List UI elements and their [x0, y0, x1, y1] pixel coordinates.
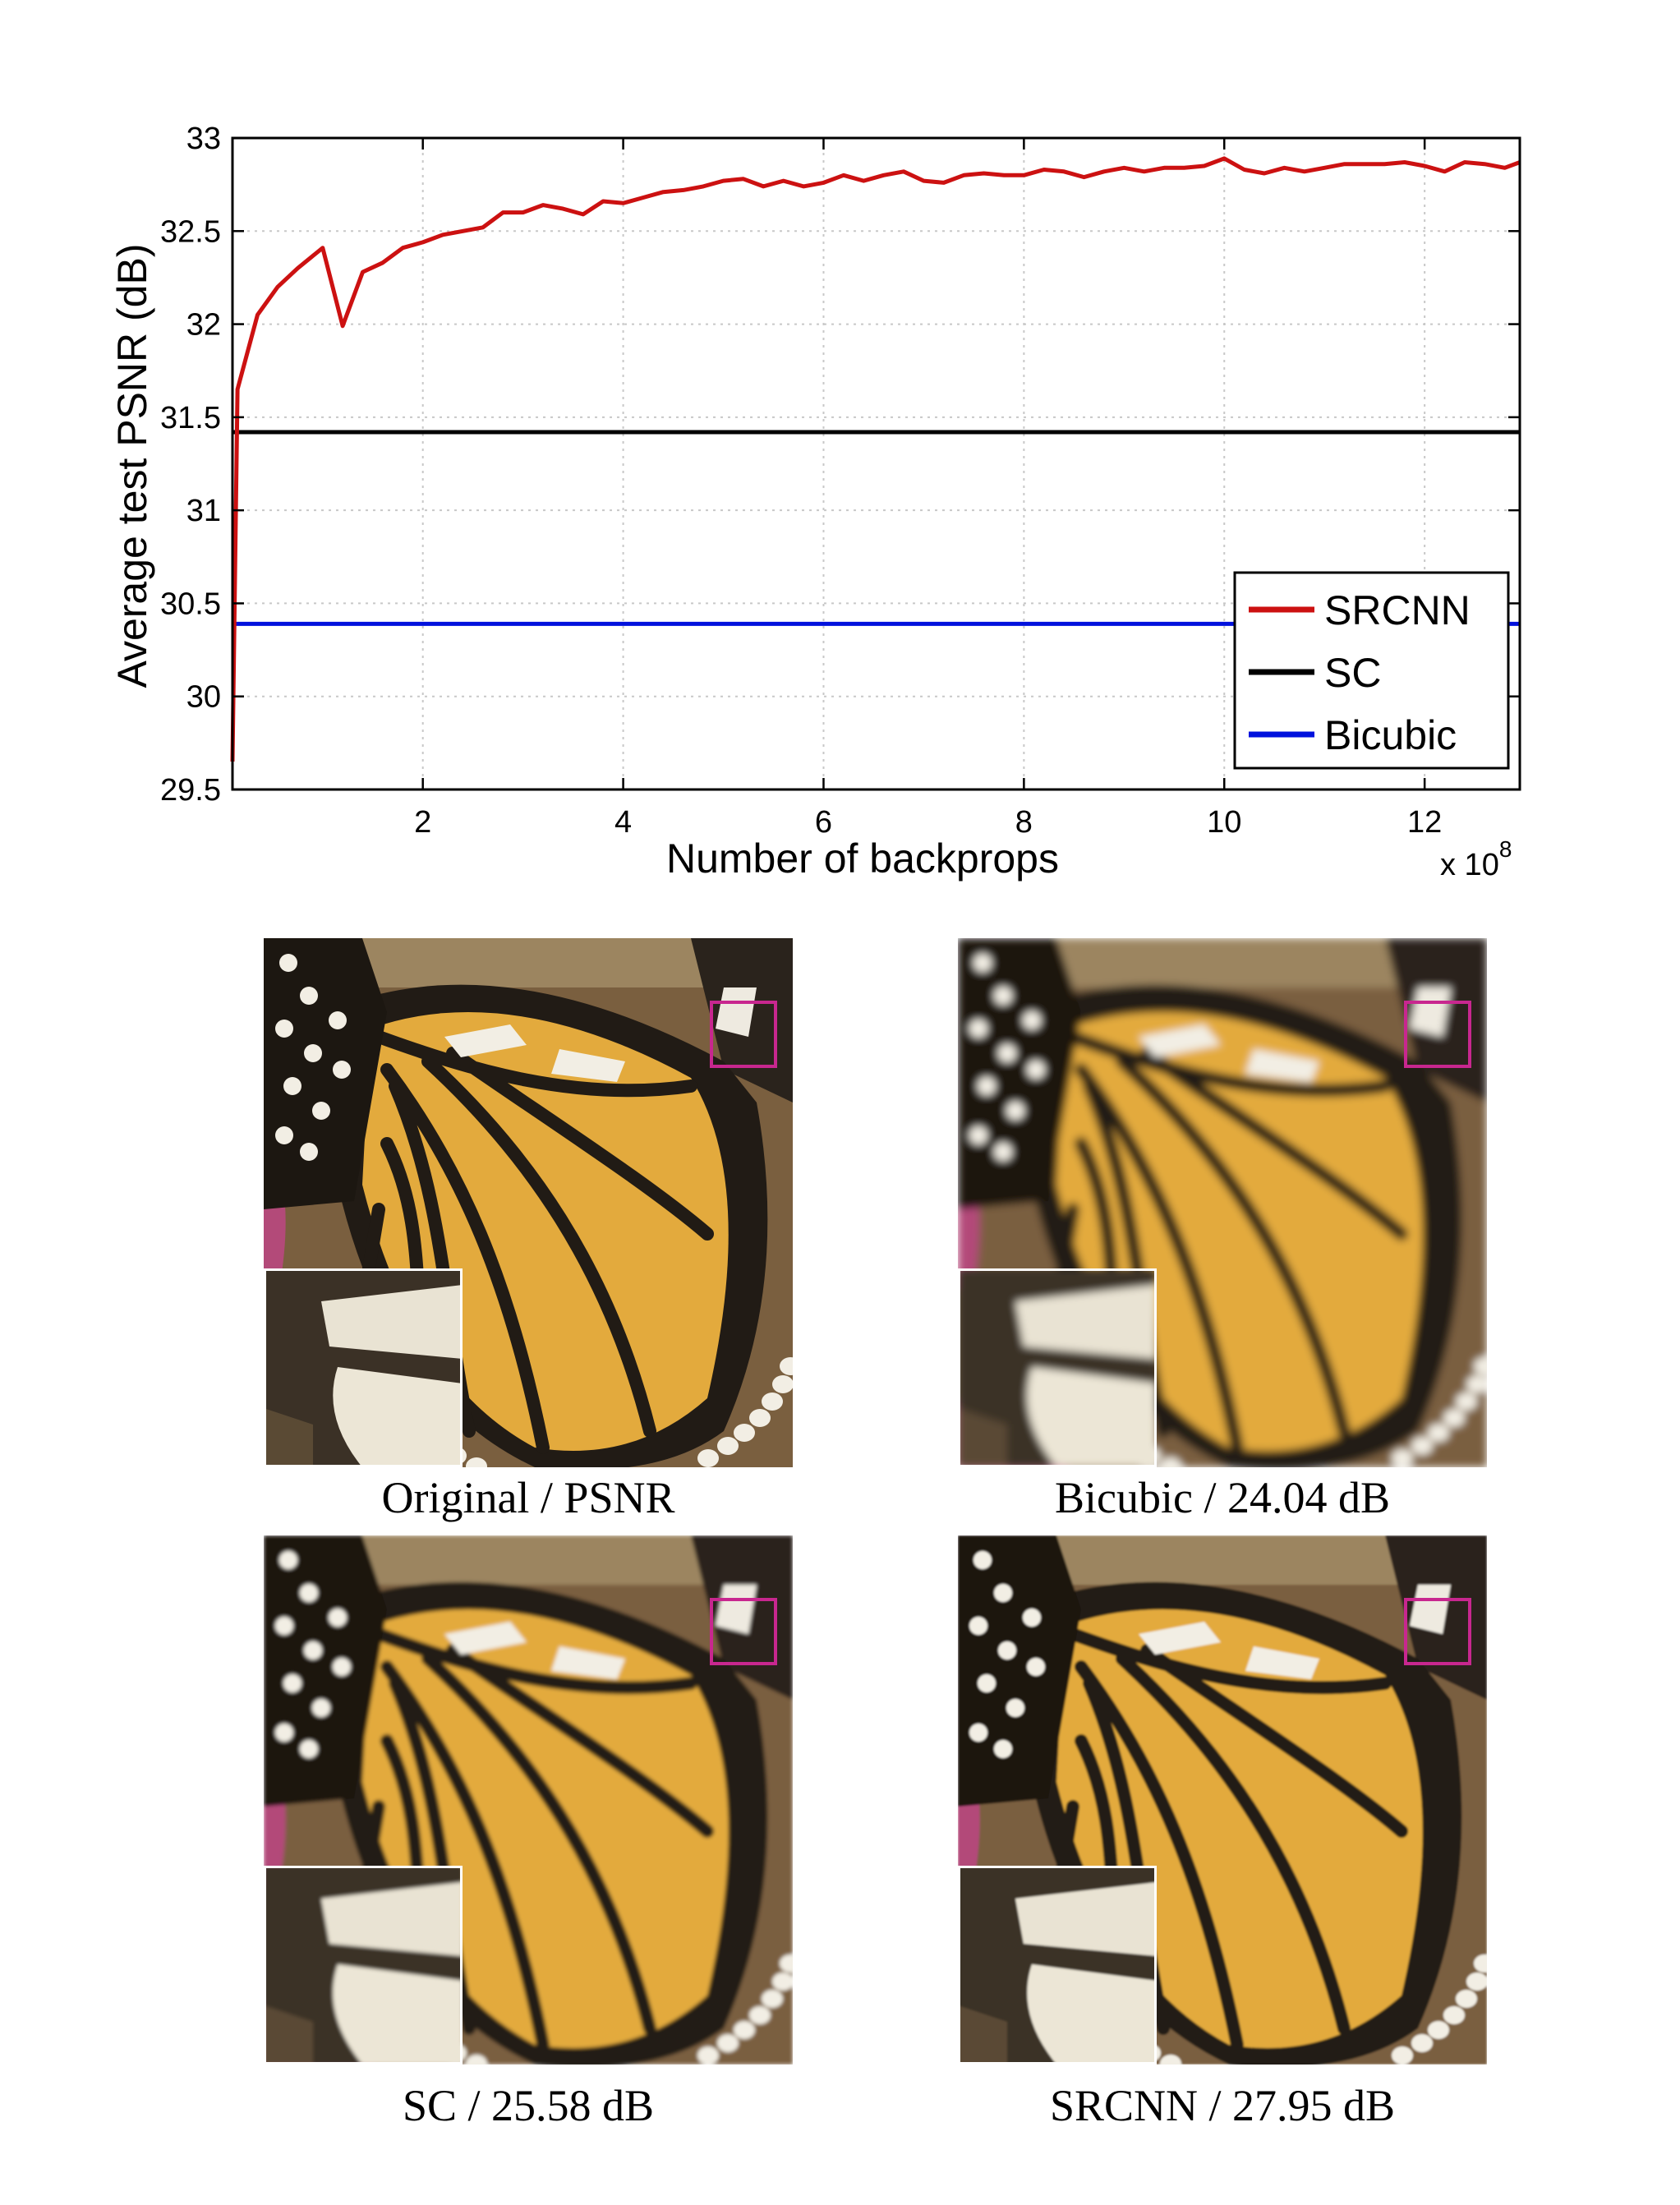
x-tick-label: 6	[815, 805, 832, 840]
zoom-inset-image	[264, 1866, 463, 2065]
x-tick-label: 12	[1407, 805, 1442, 840]
caption-sc: SC / 25.58 dB	[402, 2081, 655, 2130]
y-tick-label: 32	[186, 308, 221, 343]
x-axis-label: Number of backprops	[666, 836, 1059, 882]
x-tick-label: 10	[1207, 805, 1241, 840]
x-multiplier-base: x 10	[1440, 848, 1499, 882]
panel-original	[264, 938, 793, 1467]
x-tick-label: 4	[614, 805, 632, 840]
caption-bicubic: Bicubic / 24.04 dB	[1055, 1473, 1390, 1522]
plot-frame	[231, 136, 1521, 791]
chart-grid	[232, 138, 1520, 789]
y-tick-label: 32.5	[160, 214, 221, 249]
x-tick-label: 8	[1015, 805, 1033, 840]
legend-label-sc: SC	[1324, 650, 1381, 696]
legend-label-bicubic: Bicubic	[1324, 712, 1457, 758]
legend-label-srcnn: SRCNN	[1324, 587, 1471, 633]
caption-srcnn: SRCNN / 27.95 dB	[1049, 2081, 1396, 2130]
zoom-inset-image	[958, 1866, 1157, 2065]
series-line-srcnn	[230, 156, 1521, 762]
butterfly-image	[264, 938, 793, 1467]
zoom-inset-image	[264, 1268, 463, 1467]
legend: SRCNN SC Bicubic	[1233, 571, 1510, 770]
panel-bicubic	[958, 938, 1487, 1467]
x-multiplier-exponent: 8	[1499, 836, 1512, 862]
y-tick-label: 31	[186, 494, 221, 528]
zoom-inset-image	[958, 1268, 1157, 1467]
psnr-line-chart: 2 4 6 8 10 12 29.5 30 30.5 31 31.5 32 32.5 33 Number …	[109, 122, 1521, 882]
x-multiplier-label: x 108	[1440, 836, 1512, 882]
x-tick-label: 2	[414, 805, 431, 840]
y-tick-label: 31.5	[160, 401, 221, 435]
panel-sc	[264, 1535, 793, 2065]
caption-original: Original / PSNR	[381, 1473, 675, 1522]
panel-srcnn	[958, 1535, 1487, 2065]
tick-labels: 2 4 6 8 10 12 29.5 30 30.5 31 31.5 32 32.5 33	[160, 122, 1442, 840]
y-axis-label: Average test PSNR (dB)	[109, 244, 155, 688]
y-tick-label: 30	[186, 680, 221, 715]
y-tick-label: 30.5	[160, 587, 221, 621]
y-tick-label: 33	[186, 122, 221, 156]
y-tick-label: 29.5	[160, 773, 221, 808]
axis-ticks	[232, 136, 1520, 791]
